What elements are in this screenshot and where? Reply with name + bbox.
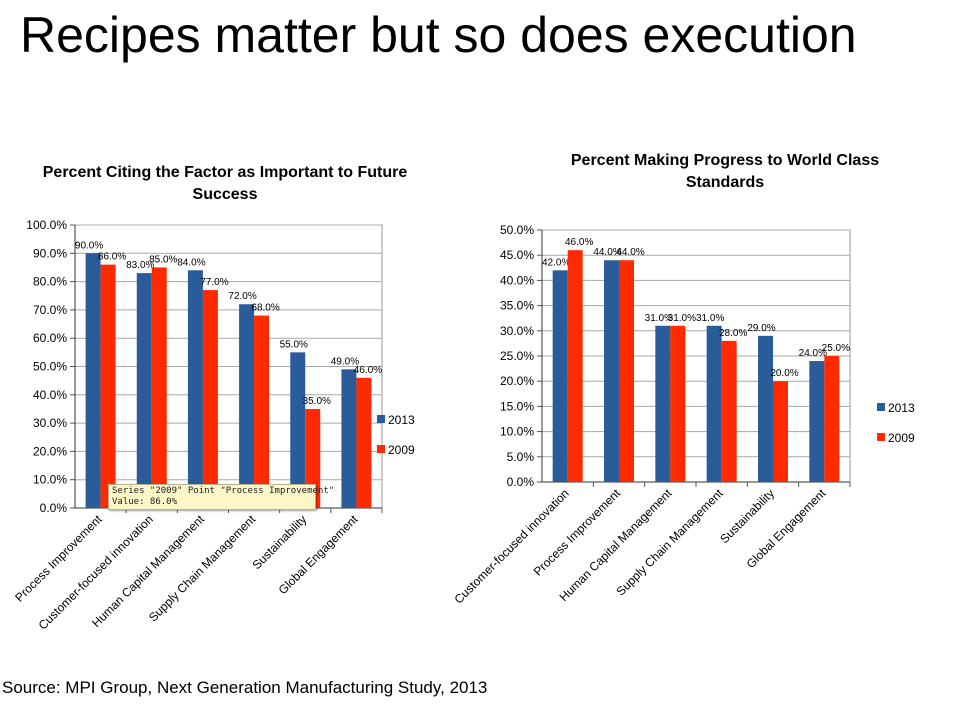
y-tick-label: 60.0% (33, 331, 67, 345)
bar-2013 (706, 325, 722, 482)
data-label: 29.0% (747, 323, 775, 334)
data-label: 72.0% (228, 291, 256, 302)
bar-2009 (670, 325, 686, 482)
y-tick-label: 80.0% (33, 275, 67, 289)
data-label: 31.0% (668, 313, 696, 324)
legend-swatch-2009 (877, 433, 885, 441)
y-tick-label: 40.0% (33, 388, 67, 402)
bar-2009 (202, 290, 218, 508)
bar-2013 (758, 335, 773, 482)
y-tick-label: 0.0% (507, 475, 535, 489)
chart-2-title: Percent Making Progress to World Class S… (570, 152, 880, 191)
bar-2013 (290, 352, 306, 508)
data-label: 85.0% (149, 254, 177, 265)
legend-label: 2013 (888, 401, 915, 415)
y-tick-label: 10.0% (33, 473, 67, 487)
legend-label: 2009 (888, 431, 915, 445)
y-tick-label: 25.0% (500, 349, 534, 363)
bar-2013 (604, 260, 619, 482)
bar-2013 (85, 253, 101, 508)
data-label: 25.0% (822, 343, 850, 354)
bar-2009 (254, 315, 270, 508)
y-tick-label: 90.0% (33, 246, 67, 260)
y-tick-label: 20.0% (500, 374, 534, 388)
bar-2009 (619, 260, 634, 482)
data-label: 31.0% (696, 313, 724, 324)
y-tick-label: 45.0% (500, 248, 534, 262)
legend-label: 2009 (388, 443, 415, 457)
y-tick-label: 50.0% (33, 360, 67, 374)
bar-2013 (552, 270, 568, 482)
x-tick-label: Process Improvement (531, 486, 624, 579)
data-label: 44.0% (593, 247, 621, 258)
y-tick-label: 10.0% (500, 425, 534, 439)
data-label: 83.0% (126, 260, 154, 271)
bar-2009 (100, 264, 116, 508)
x-tick-label: Supply Chain Management (146, 512, 259, 625)
y-tick-label: 70.0% (33, 303, 67, 317)
legend-swatch-2013 (877, 403, 885, 411)
bar-2013 (341, 369, 357, 508)
bar-2013 (655, 325, 671, 482)
data-label: 24.0% (799, 348, 827, 359)
legend-label: 2013 (388, 413, 415, 427)
tooltip-series-line: Series "2009" Point "Process Improvement… (112, 486, 335, 496)
y-tick-label: 5.0% (507, 450, 535, 464)
x-tick-label: Process Improvement (12, 512, 105, 605)
source-note: Source: MPI Group, Next Generation Manuf… (2, 678, 488, 697)
data-label: 86.0% (98, 252, 126, 263)
data-tooltip: Series "2009" Point "Process Improvement… (108, 484, 335, 510)
y-tick-label: 30.0% (500, 324, 534, 338)
data-label: 77.0% (200, 277, 228, 288)
bar-2009 (721, 340, 737, 482)
chart-1-title: Percent Citing the Factor as Important t… (42, 164, 408, 203)
chart-2: 0.0% 5.0% 10.0% 15.0% 20.0% 25.0% 30.0% 35.0% 40… (452, 223, 916, 606)
y-tick-label: 15.0% (500, 399, 534, 413)
bar-2009 (773, 381, 788, 482)
data-label: 31.0% (645, 313, 673, 324)
bar-2013 (809, 361, 825, 482)
data-label: 35.0% (303, 396, 331, 407)
y-tick-label: 100.0% (26, 218, 67, 232)
data-label: 46.0% (354, 365, 382, 376)
data-label: 84.0% (177, 257, 205, 268)
tooltip-value-line: Value: 86.0% (112, 497, 178, 507)
y-tick-label: 20.0% (33, 444, 67, 458)
y-tick-label: 40.0% (500, 273, 534, 287)
slide-title: Recipes matter but so does execution (20, 7, 857, 63)
bar-2009 (305, 408, 321, 508)
data-label: 28.0% (719, 328, 747, 339)
y-tick-label: 0.0% (40, 501, 68, 515)
data-label: 90.0% (75, 240, 103, 251)
bar-2009 (151, 267, 167, 508)
y-tick-label: 35.0% (500, 299, 534, 313)
bar-2009 (824, 356, 840, 482)
chart-1: 0.0% 10.0% 20.0% 30.0% 40.0% 50.0% 60.0% 70.0% 8… (12, 218, 415, 632)
legend-swatch-2013 (377, 415, 385, 423)
legend-swatch-2009 (377, 445, 385, 453)
x-tick-label: Supply Chain Management (614, 486, 727, 599)
y-tick-label: 50.0% (500, 223, 534, 237)
bar-2013 (187, 270, 203, 508)
bar-2009 (567, 250, 583, 482)
data-label: 55.0% (280, 339, 308, 350)
data-label: 20.0% (770, 368, 798, 379)
bar-2013 (239, 304, 255, 508)
data-label: 68.0% (251, 303, 279, 314)
bar-2009 (356, 377, 372, 508)
bar-2013 (136, 273, 152, 508)
data-label: 46.0% (565, 237, 593, 248)
data-label: 49.0% (331, 356, 359, 367)
data-label: 42.0% (542, 257, 570, 268)
data-label: 44.0% (616, 247, 644, 258)
y-tick-label: 30.0% (33, 416, 67, 430)
